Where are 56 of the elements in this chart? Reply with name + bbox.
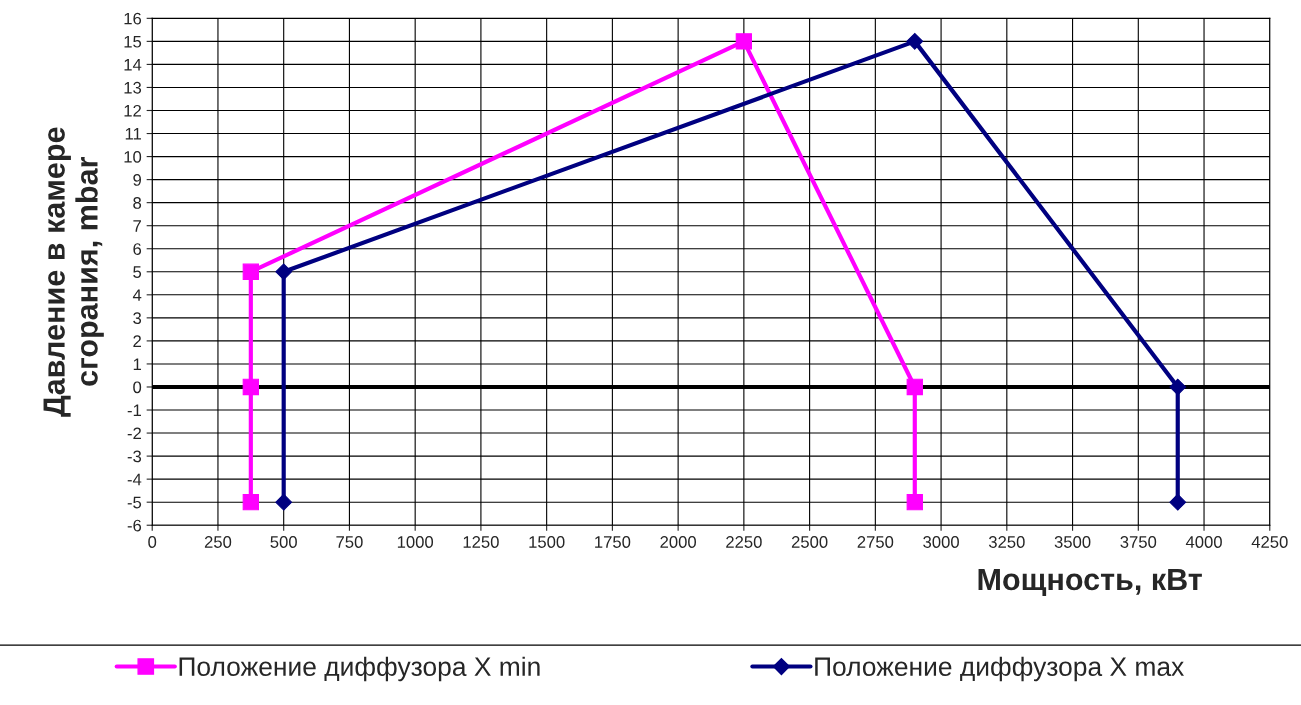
point bbox=[735, 33, 753, 50]
y-tick-label: 12 bbox=[124, 104, 141, 117]
point bbox=[906, 494, 923, 511]
y-tick-label: 9 bbox=[133, 174, 142, 186]
point bbox=[906, 378, 923, 396]
x-tick-label: 4250 bbox=[1251, 536, 1288, 548]
y-tick-label: -2 bbox=[127, 427, 141, 440]
point bbox=[906, 32, 924, 50]
y-tick-label: 2 bbox=[133, 335, 141, 347]
point bbox=[275, 263, 293, 281]
x-tick-label: 2500 bbox=[791, 536, 828, 548]
point bbox=[1169, 378, 1187, 396]
x-tick-label: 3750 bbox=[1120, 536, 1157, 548]
point bbox=[242, 494, 259, 511]
y-tick-label: 14 bbox=[124, 58, 142, 71]
x-tick-label: 250 bbox=[204, 536, 232, 548]
x-tick-label: 500 bbox=[270, 536, 297, 548]
y-tick-label: 8 bbox=[133, 197, 142, 209]
y-tick-label: 1 bbox=[133, 358, 141, 370]
x-tick-label: 1250 bbox=[463, 536, 499, 548]
y-tick-label: -3 bbox=[127, 450, 142, 463]
point bbox=[242, 263, 259, 280]
y-tick-label: 7 bbox=[133, 220, 141, 232]
y-axis-title: Давление в камере сгорания, mbar bbox=[43, 127, 104, 417]
y-tick-label: 11 bbox=[125, 128, 141, 140]
x-tick-label: 750 bbox=[336, 536, 363, 548]
x-tick-label: 1500 bbox=[529, 536, 565, 548]
y-tick-label: -6 bbox=[127, 519, 142, 532]
y-tick-label: 3 bbox=[133, 312, 142, 325]
legend-label: Положение диффузора X max bbox=[815, 656, 1184, 682]
point bbox=[1169, 493, 1187, 511]
x-tick-label: 1000 bbox=[397, 536, 434, 548]
x-axis-title: Мощность, кВт bbox=[978, 568, 1202, 597]
y-tick-label: -5 bbox=[127, 496, 142, 509]
y-tick-label: 16 bbox=[124, 12, 142, 25]
x-tick-label: 1750 bbox=[595, 536, 631, 548]
x-tick-label: 3500 bbox=[1054, 536, 1091, 548]
y-tick-label: 6 bbox=[133, 243, 142, 255]
x-tick-label: 2000 bbox=[660, 536, 697, 548]
x-tick-label: 4000 bbox=[1185, 536, 1222, 548]
x-tick-label: 3250 bbox=[988, 536, 1025, 548]
legend-label: Положение диффузора X min bbox=[179, 656, 540, 682]
point bbox=[242, 378, 259, 396]
y-tick-label: 15 bbox=[124, 35, 142, 48]
x-tick-label: 0 bbox=[148, 536, 157, 548]
y-tick-label: 0 bbox=[133, 381, 142, 394]
x-tick-label: 3000 bbox=[923, 536, 959, 548]
y-tick-label: -1 bbox=[127, 404, 141, 417]
y-tick-label: 10 bbox=[124, 150, 142, 163]
y-tick-label: 5 bbox=[133, 266, 142, 278]
y-tick-label: 13 bbox=[124, 81, 142, 94]
y-tick-label: -4 bbox=[127, 473, 142, 486]
x-tick-label: 2750 bbox=[857, 536, 894, 548]
point bbox=[275, 493, 293, 511]
x-tick-label: 2250 bbox=[726, 536, 762, 548]
y-tick-label: 4 bbox=[132, 289, 142, 301]
